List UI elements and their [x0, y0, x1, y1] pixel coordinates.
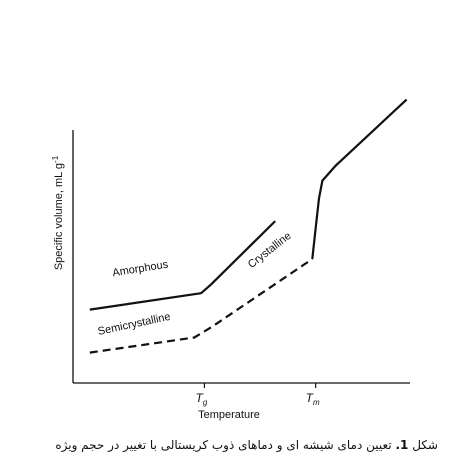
series-line-crystalline	[311, 98, 408, 260]
figure-caption: شکل 1. تعیین دمای شیشه ای و دماهای ذوب ک…	[10, 438, 438, 452]
series-line-semicrystalline	[89, 258, 313, 354]
x-axis-label: Temperature	[198, 409, 260, 421]
chart-axes	[72, 130, 410, 384]
x-tick-subscript-1: m	[313, 398, 320, 407]
x-tick-label-0: Tg	[196, 391, 208, 407]
series-label-amorphous: Amorphous	[112, 259, 170, 280]
chart-curves	[89, 98, 408, 354]
x-tick-subscript-0: g	[203, 398, 208, 407]
y-axis-label: Specific volume, mL g-1	[51, 155, 65, 270]
y-axis-label-exponent: -1	[51, 155, 60, 163]
series-label-crystalline: Crystalline	[246, 230, 294, 271]
caption-prefix: شکل	[412, 438, 438, 452]
caption-text: تعیین دمای شیشه ای و دماهای ذوب کریستالی…	[55, 438, 392, 452]
series-label-semicrystalline: Semicrystalline	[97, 311, 172, 338]
series-line-amorphous	[89, 220, 276, 311]
caption-number: 1.	[395, 438, 409, 452]
x-axis-ticks: Tg Tm	[196, 383, 320, 407]
x-tick-label-1: Tm	[306, 391, 320, 407]
